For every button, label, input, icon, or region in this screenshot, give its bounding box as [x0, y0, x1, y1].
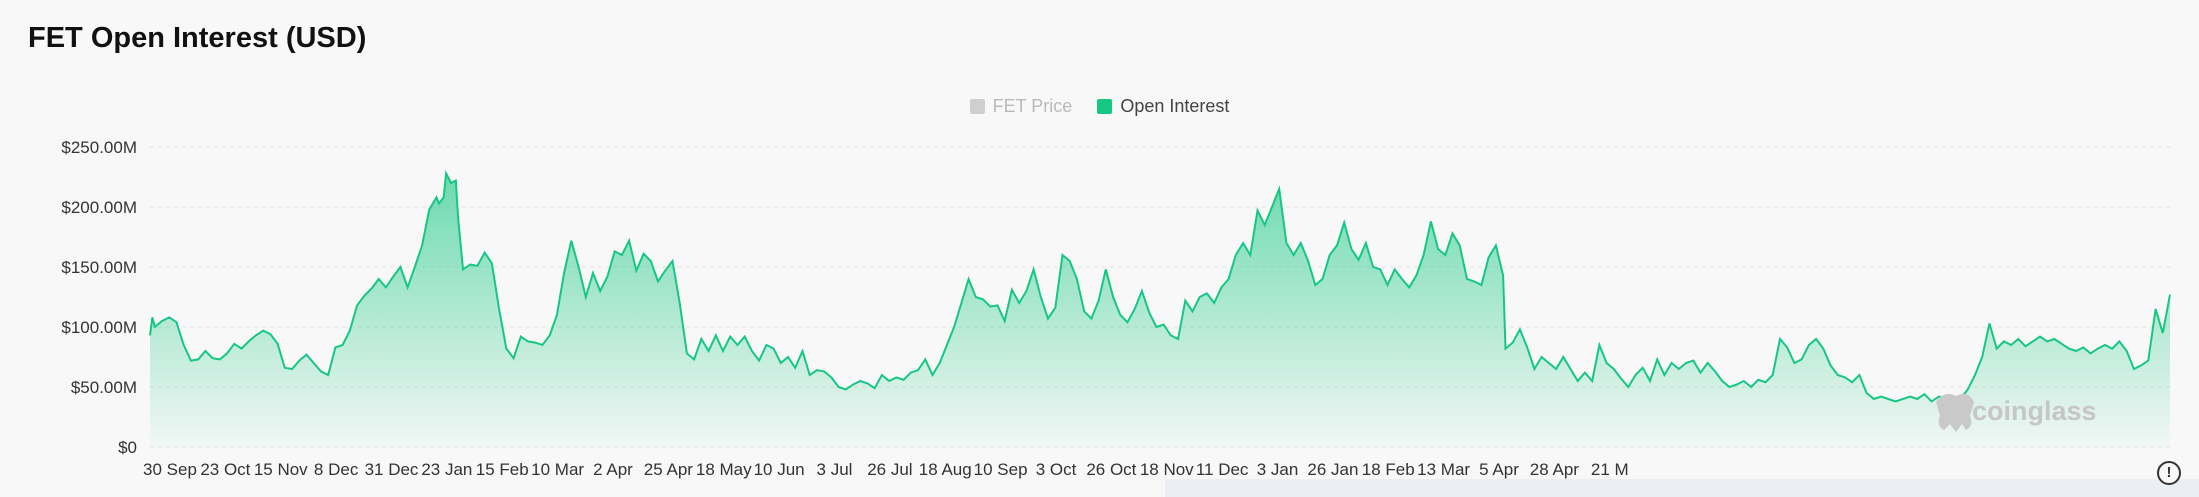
x-tick-label: 11 Dec — [1196, 460, 1249, 479]
coinglass-logo-icon — [1936, 394, 1974, 432]
legend-label-oi: Open Interest — [1120, 95, 1230, 116]
x-tick-label: 26 Oct — [1086, 460, 1136, 479]
x-tick-label: 3 Jan — [1257, 460, 1299, 479]
x-tick-label: 26 Jul — [867, 460, 912, 479]
chart-title: FET Open Interest (USD) — [28, 22, 367, 54]
x-tick-label: 21 M — [1591, 460, 1629, 479]
x-tick-label: 30 Sep — [143, 460, 197, 479]
y-tick-label: $150.00M — [61, 258, 137, 277]
y-axis: $0 $50.00M $100.00M $150.00M $200.00M $250.00… — [61, 138, 137, 457]
y-tick-label: $100.00M — [61, 318, 137, 337]
x-tick-label: 31 Dec — [365, 460, 419, 479]
legend: FET Price Open Interest — [0, 95, 2199, 117]
x-tick-label: 5 Apr — [1479, 460, 1519, 479]
x-tick-label: 28 Apr — [1530, 460, 1579, 479]
x-tick-label: 13 Mar — [1417, 460, 1470, 479]
bottom-strip — [1165, 479, 2199, 497]
legend-swatch-price — [969, 98, 985, 114]
legend-item-fet-price[interactable]: FET Price — [969, 95, 1073, 117]
open-interest-area — [150, 173, 2170, 447]
x-tick-label: 10 Sep — [974, 460, 1028, 479]
x-tick-label: 15 Feb — [476, 460, 529, 479]
x-tick-label: 18 Feb — [1362, 460, 1415, 479]
x-tick-label: 3 Oct — [1036, 460, 1077, 479]
y-tick-label: $200.00M — [61, 198, 137, 217]
x-tick-label: 3 Jul — [817, 460, 853, 479]
x-tick-label: 18 May — [696, 460, 752, 479]
x-tick-label: 23 Jan — [421, 460, 472, 479]
coinglass-watermark: coinglass — [1936, 394, 2097, 432]
x-tick-label: 18 Aug — [919, 460, 972, 479]
watermark-text: coinglass — [1972, 396, 2097, 426]
y-tick-label: $50.00M — [71, 378, 137, 397]
x-tick-label: 26 Jan — [1307, 460, 1358, 479]
x-tick-label: 25 Apr — [644, 460, 693, 479]
x-tick-label: 10 Mar — [531, 460, 584, 479]
x-tick-label: 23 Oct — [200, 460, 250, 479]
legend-label-price: FET Price — [992, 95, 1073, 116]
x-tick-label: 8 Dec — [314, 460, 359, 479]
x-axis: 30 Sep 23 Oct 15 Nov 8 Dec 31 Dec 23 Jan 15 Fe… — [143, 460, 1629, 479]
x-tick-label: 2 Apr — [593, 460, 633, 479]
y-tick-label: $0 — [118, 438, 137, 457]
x-tick-label: 18 Nov — [1140, 460, 1194, 479]
info-icon[interactable]: ! — [2157, 461, 2181, 485]
x-tick-label: 10 Jun — [754, 460, 805, 479]
legend-swatch-oi — [1097, 98, 1113, 114]
x-tick-label: 15 Nov — [254, 460, 308, 479]
open-interest-line — [149, 169, 2171, 403]
y-tick-label: $250.00M — [61, 138, 137, 157]
legend-item-open-interest[interactable]: Open Interest — [1097, 96, 1229, 117]
